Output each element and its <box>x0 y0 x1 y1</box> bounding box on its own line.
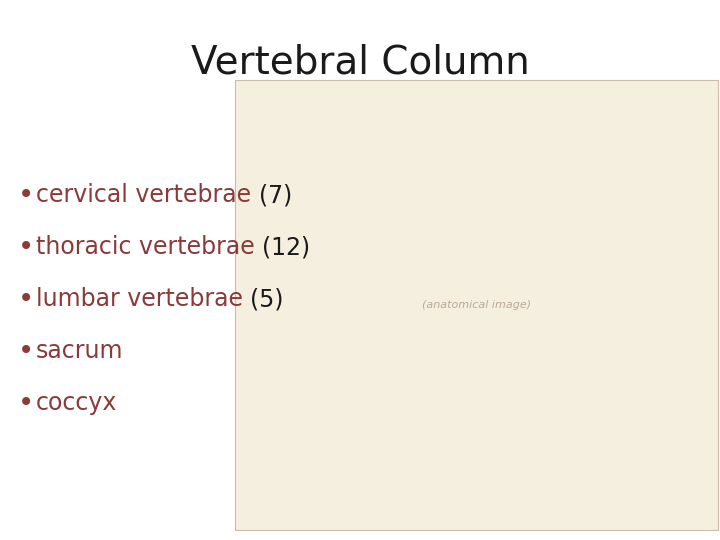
Text: lumbar vertebrae: lumbar vertebrae <box>36 287 251 311</box>
Text: cervical vertebrae: cervical vertebrae <box>36 183 258 207</box>
Text: thoracic vertebrae: thoracic vertebrae <box>36 235 262 259</box>
Text: (anatomical image): (anatomical image) <box>422 300 531 310</box>
Text: •: • <box>18 233 35 261</box>
Text: •: • <box>18 285 35 313</box>
Text: •: • <box>18 389 35 417</box>
Text: •: • <box>18 181 35 209</box>
Text: coccyx: coccyx <box>36 391 117 415</box>
Text: (12): (12) <box>262 235 310 259</box>
Text: sacrum: sacrum <box>36 339 124 363</box>
Text: •: • <box>18 337 35 365</box>
Text: (5): (5) <box>251 287 284 311</box>
Text: (7): (7) <box>258 183 292 207</box>
FancyBboxPatch shape <box>235 80 718 530</box>
Text: Vertebral Column: Vertebral Column <box>191 43 529 81</box>
